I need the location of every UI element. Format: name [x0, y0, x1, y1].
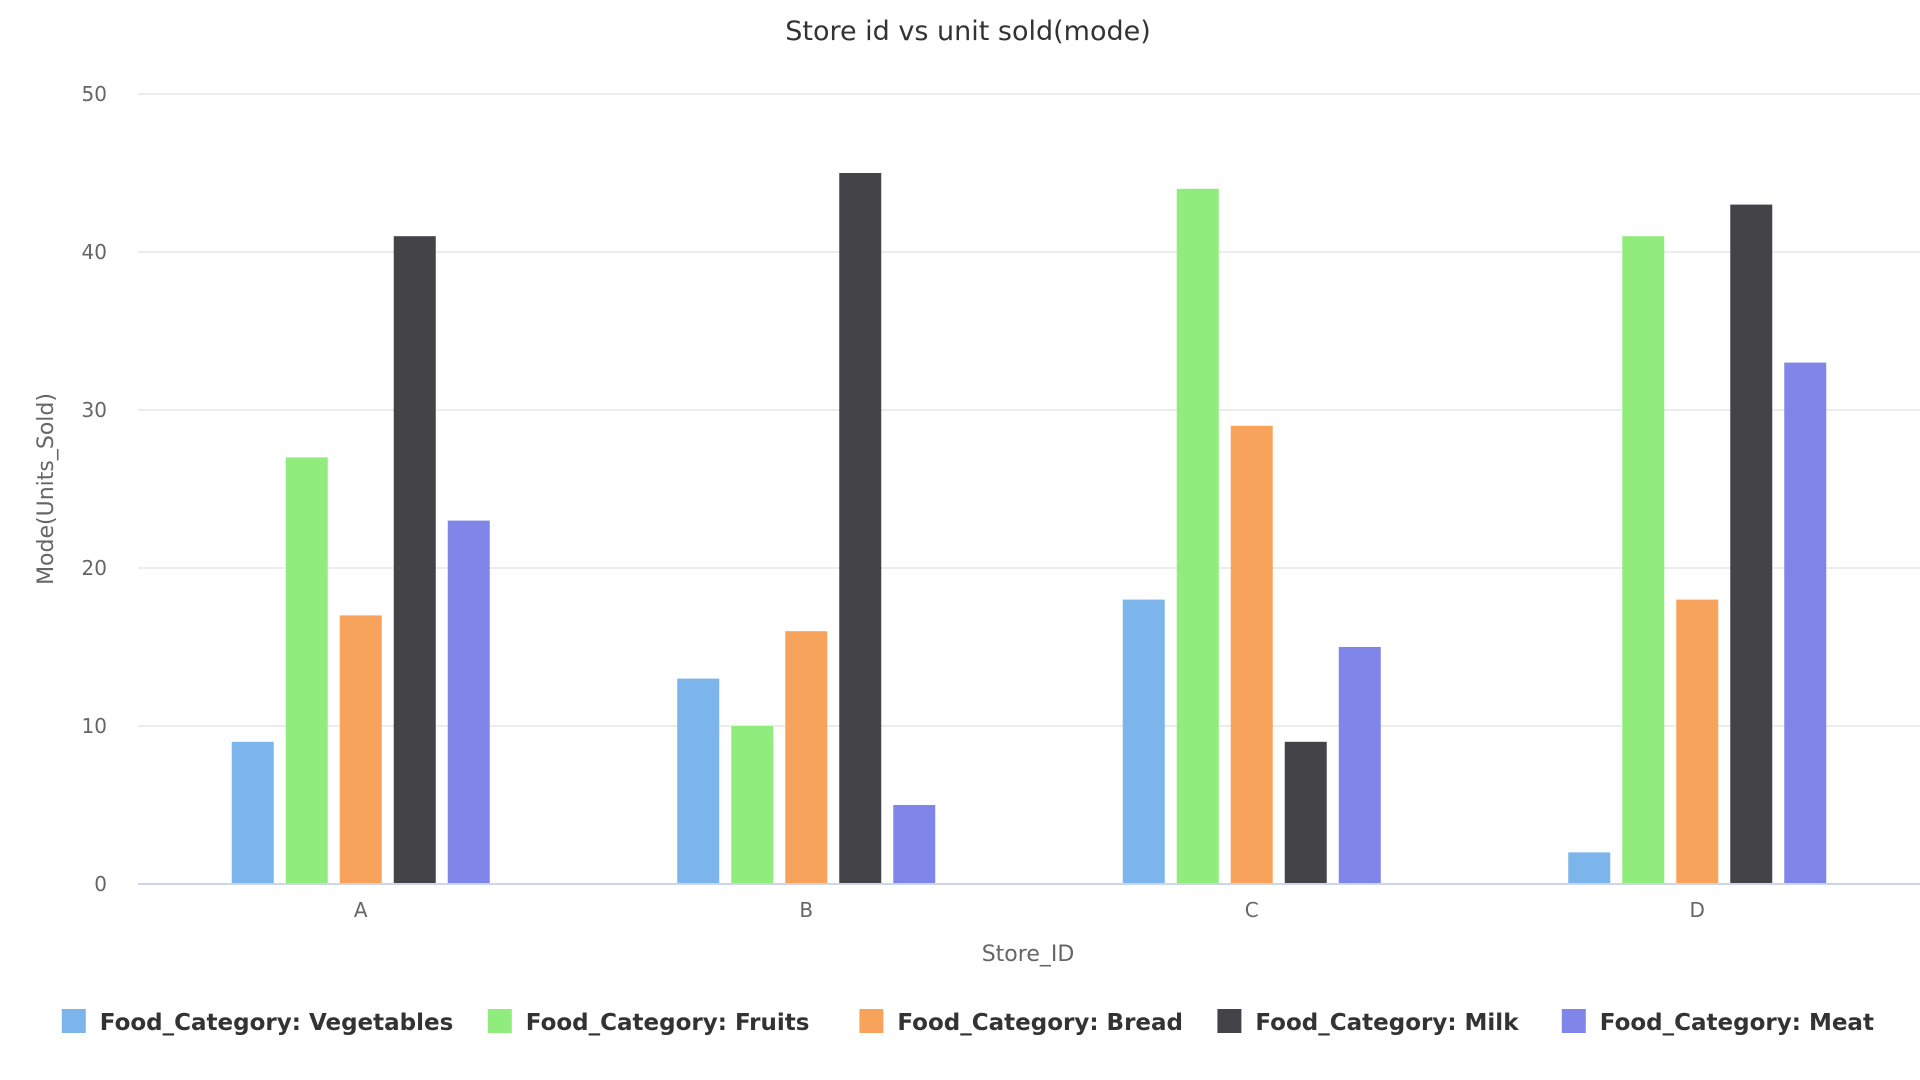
x-tick-label: A [354, 898, 368, 922]
y-tick-label: 0 [94, 872, 107, 896]
bar-d-milk[interactable] [1730, 204, 1773, 885]
legend-item-bread[interactable]: Food_Category: Bread [859, 1009, 1183, 1036]
legend: Food_Category: Vegetables Food_Category: … [61, 1009, 1874, 1036]
bar-d-bread[interactable] [1676, 599, 1719, 884]
chart-title: Store id vs unit sold(mode) [785, 16, 1151, 47]
y-axis-ticks: 0 10 20 30 40 50 [82, 82, 107, 896]
legend-label: Food_Category: Meat [1600, 1010, 1874, 1036]
bar-c-meat[interactable] [1338, 647, 1381, 884]
y-tick-label: 20 [82, 556, 107, 580]
x-axis-ticks: A B C D [354, 898, 1705, 922]
bar-a-meat[interactable] [447, 520, 490, 884]
y-tick-label: 40 [82, 240, 107, 264]
y-tick-label: 10 [82, 714, 107, 738]
legend-item-fruits[interactable]: Food_Category: Fruits [487, 1009, 810, 1036]
bar-d-meat[interactable] [1784, 362, 1827, 885]
bar-a-bread[interactable] [339, 615, 382, 884]
bar-b-meat[interactable] [893, 805, 936, 884]
y-tick-label: 30 [82, 398, 107, 422]
bar-b-fruits[interactable] [731, 726, 774, 884]
bar-b-vegetables[interactable] [677, 678, 720, 884]
bar-a-vegetables[interactable] [231, 741, 274, 884]
bar-d-fruits[interactable] [1622, 236, 1665, 884]
x-tick-label: C [1245, 898, 1259, 922]
x-axis-title: Store_ID [982, 942, 1075, 967]
legend-label: Food_Category: Milk [1255, 1010, 1519, 1036]
legend-label: Food_Category: Bread [897, 1010, 1183, 1036]
x-tick-label: B [799, 898, 813, 922]
legend-swatch [1217, 1009, 1242, 1033]
bar-d-vegetables[interactable] [1568, 852, 1611, 884]
legend-item-milk[interactable]: Food_Category: Milk [1217, 1009, 1519, 1036]
legend-swatch [859, 1009, 884, 1033]
y-axis-title: Mode(Units_Sold) [34, 393, 59, 585]
bar-a-fruits[interactable] [285, 457, 328, 884]
bar-c-fruits[interactable] [1176, 188, 1219, 885]
legend-swatch [1561, 1009, 1586, 1033]
bar-a-milk[interactable] [393, 236, 436, 884]
legend-swatch [487, 1009, 512, 1033]
bar-b-milk[interactable] [839, 173, 882, 884]
y-tick-label: 50 [82, 82, 107, 106]
legend-item-vegetables[interactable]: Food_Category: Vegetables [61, 1009, 454, 1036]
legend-label: Food_Category: Fruits [526, 1010, 810, 1036]
bars [138, 173, 1920, 885]
bar-b-bread[interactable] [785, 631, 828, 884]
bar-c-milk[interactable] [1284, 741, 1327, 884]
legend-swatch [61, 1009, 86, 1033]
bar-c-bread[interactable] [1230, 425, 1273, 884]
bar-c-vegetables[interactable] [1122, 599, 1165, 884]
legend-label: Food_Category: Vegetables [100, 1010, 454, 1036]
x-tick-label: D [1690, 898, 1705, 922]
legend-item-meat[interactable]: Food_Category: Meat [1561, 1009, 1874, 1036]
